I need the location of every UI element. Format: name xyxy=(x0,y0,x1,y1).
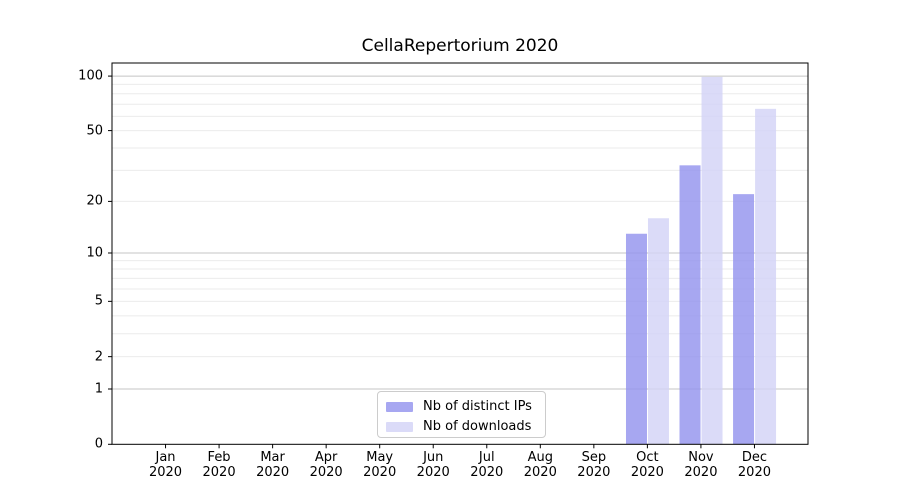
chart-title: CellaRepertorium 2020 xyxy=(361,36,559,56)
y-tick-label: 20 xyxy=(86,193,103,209)
y-tick-label: 1 xyxy=(94,381,103,397)
x-tick-label: Nov 2020 xyxy=(684,450,718,480)
legend-swatch-downloads xyxy=(386,421,413,432)
y-tick-label: 100 xyxy=(78,68,103,84)
plot-border xyxy=(111,62,809,445)
y-tick-label: 2 xyxy=(94,349,103,365)
x-tick-label: Oct 2020 xyxy=(630,450,664,480)
x-tick-label: Mar 2020 xyxy=(256,450,290,480)
legend-label-distinct-ips: Nb of distinct IPs xyxy=(423,399,532,414)
bar-distinct-ips-dec xyxy=(733,194,755,445)
bar-downloads-dec xyxy=(755,108,777,445)
y-tick-label: 50 xyxy=(86,123,103,139)
x-tick-label: Feb 2020 xyxy=(202,450,236,480)
x-tick-label: Dec 2020 xyxy=(737,450,771,480)
y-tick-label: 5 xyxy=(94,293,103,309)
y-tick-label: 0 xyxy=(94,436,103,452)
x-tick-label: Sep 2020 xyxy=(577,450,611,480)
bar-distinct-ips-oct xyxy=(625,233,647,445)
x-tick-label: Apr 2020 xyxy=(309,450,343,480)
bar-distinct-ips-nov xyxy=(679,165,701,445)
x-tick-label: May 2020 xyxy=(363,450,397,480)
legend-item-distinct-ips: Nb of distinct IPs xyxy=(386,398,545,415)
bar-downloads-nov xyxy=(701,76,723,445)
legend-item-downloads: Nb of downloads xyxy=(386,418,545,435)
x-tick-label: Jul 2020 xyxy=(470,450,504,480)
legend: Nb of distinct IPs Nb of downloads xyxy=(377,391,546,438)
x-tick-label: Aug 2020 xyxy=(523,450,557,480)
bar-downloads-oct xyxy=(647,218,669,445)
x-tick-label: Jun 2020 xyxy=(416,450,450,480)
legend-label-downloads: Nb of downloads xyxy=(423,419,532,434)
y-tick-label: 10 xyxy=(86,245,103,261)
x-tick-label: Jan 2020 xyxy=(148,450,183,480)
legend-swatch-distinct-ips xyxy=(386,401,413,412)
